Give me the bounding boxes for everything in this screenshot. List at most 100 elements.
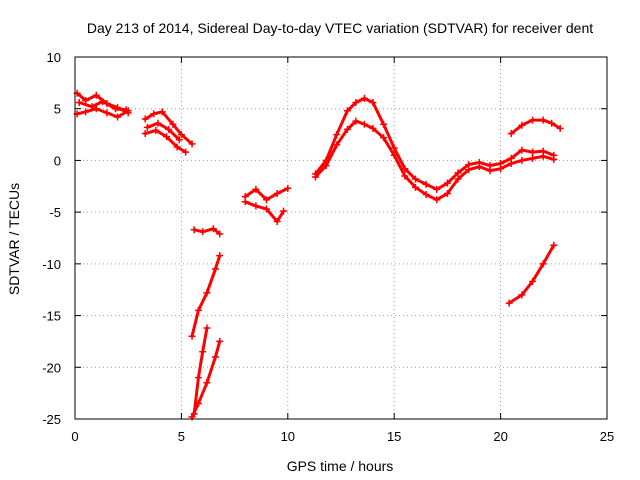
data-point bbox=[518, 121, 526, 129]
data-point bbox=[199, 348, 207, 356]
series-arc-6b bbox=[311, 117, 558, 204]
data-point bbox=[122, 106, 130, 114]
series-line bbox=[509, 118, 562, 136]
data-point bbox=[539, 152, 547, 160]
data-point bbox=[475, 163, 483, 171]
series-line bbox=[192, 227, 222, 236]
data-point bbox=[203, 289, 211, 297]
data-point bbox=[190, 226, 198, 234]
data-point bbox=[539, 116, 547, 124]
data-point bbox=[433, 196, 441, 204]
data-point bbox=[190, 410, 198, 418]
data-point bbox=[550, 241, 558, 249]
data-point bbox=[422, 191, 430, 199]
data-point bbox=[518, 146, 526, 154]
data-point bbox=[165, 125, 173, 133]
series-line bbox=[507, 243, 556, 305]
data-point bbox=[311, 173, 319, 181]
data-point bbox=[486, 167, 494, 175]
data-point bbox=[175, 136, 183, 144]
data-point bbox=[111, 105, 119, 113]
data-point bbox=[114, 113, 122, 121]
series-arc-1b bbox=[73, 105, 132, 121]
data-point bbox=[188, 332, 196, 340]
data-point bbox=[343, 107, 351, 115]
data-series bbox=[73, 89, 564, 421]
data-point bbox=[411, 183, 419, 191]
data-point bbox=[211, 265, 219, 273]
data-point bbox=[273, 217, 281, 225]
series-arc-4c bbox=[190, 324, 211, 418]
data-point bbox=[92, 91, 100, 99]
data-point bbox=[194, 306, 202, 314]
data-point bbox=[422, 180, 430, 188]
series-line bbox=[192, 326, 209, 416]
data-point bbox=[497, 165, 505, 173]
data-point bbox=[454, 175, 462, 183]
grid bbox=[75, 57, 607, 419]
data-point bbox=[203, 379, 211, 387]
data-point bbox=[369, 99, 377, 107]
data-point bbox=[352, 99, 360, 107]
data-point bbox=[99, 97, 107, 105]
x-axis-label: GPS time / hours bbox=[287, 458, 394, 474]
data-point bbox=[411, 175, 419, 183]
data-point bbox=[548, 119, 556, 127]
data-point bbox=[529, 154, 537, 162]
data-point bbox=[556, 124, 564, 132]
y-tick-label: -25 bbox=[42, 412, 61, 427]
data-point bbox=[390, 144, 398, 152]
series-arc-3 bbox=[190, 225, 224, 238]
data-point bbox=[75, 99, 83, 107]
x-tick-label: 10 bbox=[281, 429, 295, 444]
data-point bbox=[241, 198, 249, 206]
data-point bbox=[433, 185, 441, 193]
data-point bbox=[369, 124, 377, 132]
data-point bbox=[209, 225, 217, 233]
data-point bbox=[82, 108, 90, 116]
data-point bbox=[322, 162, 330, 170]
data-point bbox=[360, 94, 368, 102]
data-point bbox=[518, 156, 526, 164]
data-point bbox=[380, 134, 388, 142]
data-point bbox=[343, 125, 351, 133]
data-point bbox=[194, 374, 202, 382]
series-line bbox=[143, 110, 194, 146]
y-tick-label: -20 bbox=[42, 360, 61, 375]
data-point bbox=[539, 260, 547, 268]
data-point bbox=[92, 105, 100, 113]
chart-title: Day 213 of 2014, Sidereal Day-to-day VTE… bbox=[87, 20, 593, 36]
data-point bbox=[182, 148, 190, 156]
series-line bbox=[145, 121, 181, 142]
data-point bbox=[360, 120, 368, 128]
data-point bbox=[211, 353, 219, 361]
series-arc-5b bbox=[241, 198, 288, 225]
y-tick-label: -15 bbox=[42, 309, 61, 324]
x-tick-label: 0 bbox=[71, 429, 78, 444]
data-point bbox=[443, 190, 451, 198]
data-point bbox=[507, 160, 515, 168]
data-point bbox=[252, 202, 260, 210]
data-point bbox=[152, 126, 160, 134]
data-point bbox=[141, 130, 149, 138]
data-point bbox=[443, 179, 451, 187]
data-point bbox=[216, 230, 224, 238]
series-arc-2a bbox=[141, 108, 196, 148]
series-arc-4a bbox=[188, 252, 224, 340]
data-point bbox=[518, 291, 526, 299]
data-point bbox=[163, 133, 171, 141]
y-axis-ticks: 10 5 0 -5 -10 -15 -20 -25 bbox=[42, 50, 607, 427]
data-point bbox=[82, 96, 90, 104]
y-tick-label: 10 bbox=[47, 50, 61, 65]
data-point bbox=[401, 172, 409, 180]
data-point bbox=[252, 185, 260, 193]
x-axis-ticks: 0 5 10 15 20 25 bbox=[71, 57, 614, 444]
data-point bbox=[465, 166, 473, 174]
data-point bbox=[216, 337, 224, 345]
data-point bbox=[143, 123, 151, 131]
y-tick-label: -10 bbox=[42, 257, 61, 272]
data-point bbox=[284, 184, 292, 192]
data-point bbox=[150, 110, 158, 118]
data-point bbox=[550, 155, 558, 163]
